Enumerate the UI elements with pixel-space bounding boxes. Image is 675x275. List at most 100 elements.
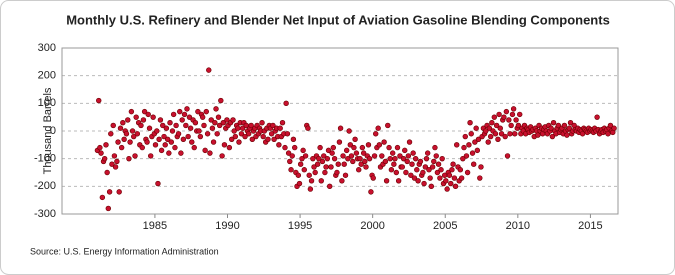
point (212, 119, 218, 126)
point (382, 158, 389, 165)
point (408, 172, 414, 178)
point (356, 167, 362, 173)
point (154, 128, 160, 134)
y-tick-label: -300 (34, 208, 56, 220)
point (555, 122, 562, 129)
point (472, 139, 478, 145)
point (191, 144, 197, 151)
point (184, 106, 190, 112)
point (366, 155, 373, 162)
point (242, 133, 248, 140)
y-axis-label: Thousand Barrels (42, 87, 54, 174)
point (437, 175, 443, 181)
point (308, 178, 315, 184)
point (339, 178, 345, 184)
point (421, 180, 427, 187)
point (462, 133, 468, 140)
point (214, 131, 220, 137)
point (566, 125, 572, 131)
point (446, 172, 453, 178)
point (112, 164, 119, 170)
point (96, 97, 102, 104)
point (561, 122, 568, 129)
point (248, 122, 254, 129)
point (357, 155, 363, 162)
point (229, 136, 235, 143)
point (391, 161, 397, 167)
point (434, 169, 441, 176)
point (352, 136, 358, 143)
point (307, 186, 314, 192)
point (461, 144, 467, 151)
point (363, 164, 369, 170)
point (517, 111, 523, 118)
point (394, 144, 401, 151)
point (268, 131, 275, 137)
point (493, 122, 500, 129)
point (330, 144, 337, 151)
point (549, 133, 556, 140)
point (340, 153, 346, 159)
point (128, 108, 135, 115)
point (428, 183, 435, 190)
point (127, 139, 133, 145)
point (101, 155, 108, 162)
point (460, 155, 466, 162)
point (219, 153, 225, 159)
point (279, 119, 286, 126)
y-tick-label: -100 (34, 153, 56, 165)
point (117, 125, 124, 131)
point (145, 111, 151, 118)
point (260, 133, 266, 140)
point (195, 108, 201, 115)
point (108, 131, 114, 137)
point (328, 164, 334, 170)
point (550, 119, 557, 126)
point (235, 125, 241, 131)
point (162, 142, 168, 148)
point (300, 147, 306, 154)
point (469, 150, 476, 156)
point (259, 119, 265, 126)
point (218, 97, 224, 104)
point (420, 169, 426, 176)
point (468, 131, 474, 137)
point (431, 158, 437, 165)
point (236, 139, 242, 145)
point (383, 178, 390, 184)
point (208, 117, 214, 123)
point (335, 161, 341, 167)
point (478, 164, 484, 170)
point (385, 122, 391, 129)
point (567, 119, 574, 126)
point (178, 150, 184, 156)
point (139, 144, 145, 151)
point (509, 111, 516, 118)
point (444, 186, 450, 192)
point (336, 139, 343, 145)
point (226, 144, 233, 151)
point (284, 131, 291, 137)
point (164, 136, 171, 143)
point (104, 169, 110, 176)
point (506, 117, 512, 123)
point (485, 139, 491, 145)
point (99, 194, 106, 201)
point (449, 167, 455, 173)
point (329, 150, 335, 156)
point (393, 169, 400, 176)
point (192, 119, 199, 126)
point (175, 131, 182, 137)
point (466, 142, 472, 148)
point (203, 108, 209, 115)
point (166, 150, 172, 156)
point (125, 117, 131, 123)
point (371, 153, 378, 159)
point (424, 150, 431, 156)
point (515, 122, 522, 129)
point (594, 114, 600, 120)
point (109, 161, 115, 167)
point (388, 167, 395, 173)
y-tick-label: 100 (38, 97, 56, 109)
point (185, 133, 191, 140)
